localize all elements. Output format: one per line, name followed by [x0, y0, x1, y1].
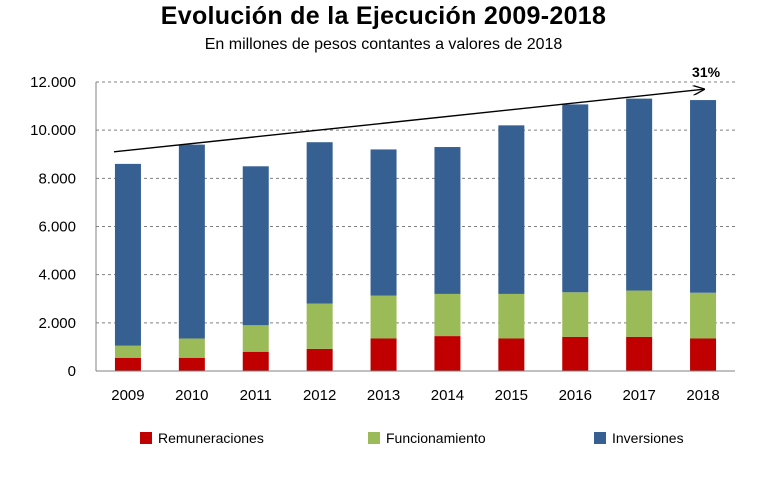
bar-inversiones-2015 [498, 125, 525, 294]
bar-funcionamiento-2016 [562, 292, 589, 337]
bar-inversiones-2017 [626, 98, 653, 291]
bar-remuneraciones-2010 [178, 357, 205, 371]
legend-swatch-inversiones [594, 432, 606, 444]
x-tick-label: 2014 [431, 387, 464, 404]
legend-item-funcionamiento: Funcionamiento [368, 430, 486, 446]
bar-inversiones-2010 [178, 144, 205, 339]
bar-remuneraciones-2015 [498, 338, 525, 371]
chart-subtitle: En millones de pesos contantes a valores… [204, 36, 563, 53]
legend-swatch-funcionamiento [368, 432, 380, 444]
bar-inversiones-2012 [306, 142, 333, 304]
bar-funcionamiento-2014 [434, 293, 461, 337]
bar-remuneraciones-2009 [114, 357, 141, 371]
x-tick-label: 2009 [111, 387, 144, 404]
bar-inversiones-2016 [562, 104, 589, 293]
bar-inversiones-2013 [370, 149, 397, 296]
x-tick-label: 2018 [686, 387, 719, 404]
x-tick-label: 2015 [495, 387, 528, 404]
x-tick-label: 2011 [240, 387, 272, 404]
bar-remuneraciones-2017 [626, 336, 653, 371]
legend-label-remuneraciones: Remuneraciones [158, 430, 264, 446]
bar-inversiones-2014 [434, 147, 461, 294]
bar-funcionamiento-2010 [178, 338, 205, 358]
bar-funcionamiento-2017 [626, 290, 653, 337]
y-tick-label: 0 [68, 363, 76, 380]
bar-inversiones-2018 [690, 100, 717, 293]
bar-inversiones-2009 [114, 163, 141, 346]
legend-item-remuneraciones: Remuneraciones [140, 430, 264, 446]
y-tick-label: 4.000 [38, 267, 76, 284]
bar-remuneraciones-2014 [434, 336, 461, 371]
chart-plot: 0 2.000 4.000 6.000 8.000 10.000 12.000 2009 201… [30, 64, 735, 404]
y-tick-label: 12.000 [30, 74, 76, 91]
legend-label-funcionamiento: Funcionamiento [386, 430, 486, 446]
bar-remuneraciones-2011 [242, 351, 269, 371]
y-tick-label: 10.000 [30, 122, 76, 139]
bar-funcionamiento-2011 [242, 325, 269, 352]
bar-funcionamiento-2018 [690, 292, 717, 339]
bar-remuneraciones-2013 [370, 338, 397, 371]
bar-funcionamiento-2009 [114, 345, 141, 358]
chart-title: Evolución de la Ejecución 2009-2018 [160, 2, 607, 30]
y-tick-label: 2.000 [38, 315, 76, 332]
x-tick-label: 2013 [367, 387, 400, 404]
chart-legend: Remuneraciones Funcionamiento Inversione… [0, 430, 767, 450]
bar-remuneraciones-2016 [562, 336, 589, 371]
legend-label-inversiones: Inversiones [612, 430, 684, 446]
x-tick-label: 2017 [622, 387, 655, 404]
legend-item-inversiones: Inversiones [594, 430, 684, 446]
y-tick-label: 8.000 [38, 170, 76, 187]
trend-arrow [113, 89, 704, 153]
x-tick-label: 2012 [303, 387, 336, 404]
bar-inversiones-2011 [242, 166, 269, 326]
bar-funcionamiento-2012 [306, 303, 333, 349]
y-tick-label: 6.000 [38, 219, 76, 236]
x-tick-label: 2010 [175, 387, 208, 404]
bar-remuneraciones-2012 [306, 348, 333, 371]
trend-label: 31% [692, 64, 721, 80]
legend-swatch-remuneraciones [140, 432, 152, 444]
bar-remuneraciones-2018 [690, 338, 717, 371]
x-tick-label: 2016 [559, 387, 592, 404]
bar-funcionamiento-2015 [498, 293, 525, 339]
bar-funcionamiento-2013 [370, 295, 397, 339]
